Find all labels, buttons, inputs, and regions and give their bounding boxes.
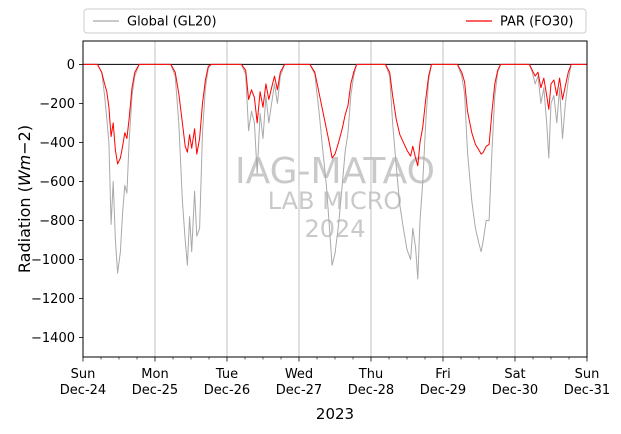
x-tick-label-day: Sun [71, 367, 96, 382]
y-tick-label: −200 [39, 97, 75, 112]
watermark-line-3: 2024 [304, 215, 365, 243]
watermark: IAG-MATAO LAB MICRO 2024 [235, 151, 435, 243]
x-tick-label-day: Sun [575, 367, 600, 382]
y-tick-label: −600 [39, 175, 75, 190]
x-tick-label-date: Dec-24 [60, 383, 106, 398]
series-line-1 [83, 63, 587, 167]
x-tick-label-date: Dec-30 [492, 383, 538, 398]
y-tick-label: −800 [39, 214, 75, 229]
y-axis-label-base: Radiation ( [15, 186, 34, 273]
x-tick-label-date: Dec-26 [204, 383, 250, 398]
y-axis-label-exponent: −2) [15, 125, 34, 155]
y-tick-label: −1400 [31, 331, 75, 346]
x-tick-label-day: Sat [504, 367, 525, 382]
legend-box [83, 8, 587, 34]
y-axis-label: Radiation (Wm−2) [15, 125, 34, 273]
watermark-line-1: IAG-MATAO [235, 151, 435, 192]
y-tick-label: 0 [67, 58, 75, 73]
x-axis: SunDec-24MonDec-25TueDec-26WedDec-27ThuD… [60, 357, 610, 398]
y-tick-label: −1200 [31, 292, 75, 307]
x-tick-label-date: Dec-28 [348, 383, 394, 398]
legend-label-global: Global (GL20) [127, 15, 217, 30]
x-axis-label: 2023 [316, 405, 354, 423]
x-tick-label-date: Dec-27 [276, 383, 322, 398]
x-tick-label-day: Thu [358, 367, 383, 382]
y-axis-label-unit: Wm [15, 155, 34, 186]
x-tick-label-date: Dec-29 [420, 383, 466, 398]
series-line-0 [83, 63, 587, 280]
y-tick-label: −1000 [31, 253, 75, 268]
x-tick-label-date: Dec-25 [132, 383, 178, 398]
x-tick-label-day: Wed [285, 367, 313, 382]
legend: Global (GL20) PAR (FO30) [83, 8, 587, 34]
x-tick-label-day: Tue [215, 367, 238, 382]
x-tick-label-day: Mon [141, 367, 168, 382]
watermark-line-2: LAB MICRO [268, 187, 403, 215]
grid-lines [154, 41, 516, 357]
series-layer [83, 63, 587, 280]
x-tick-label-day: Fri [435, 367, 451, 382]
legend-label-par: PAR (FO30) [500, 15, 573, 30]
y-axis: 0 −200 −400 −600 −800 −1000 −1200 −1400 [31, 58, 83, 346]
x-tick-label-date: Dec-31 [564, 383, 610, 398]
y-tick-label: −400 [39, 136, 75, 151]
